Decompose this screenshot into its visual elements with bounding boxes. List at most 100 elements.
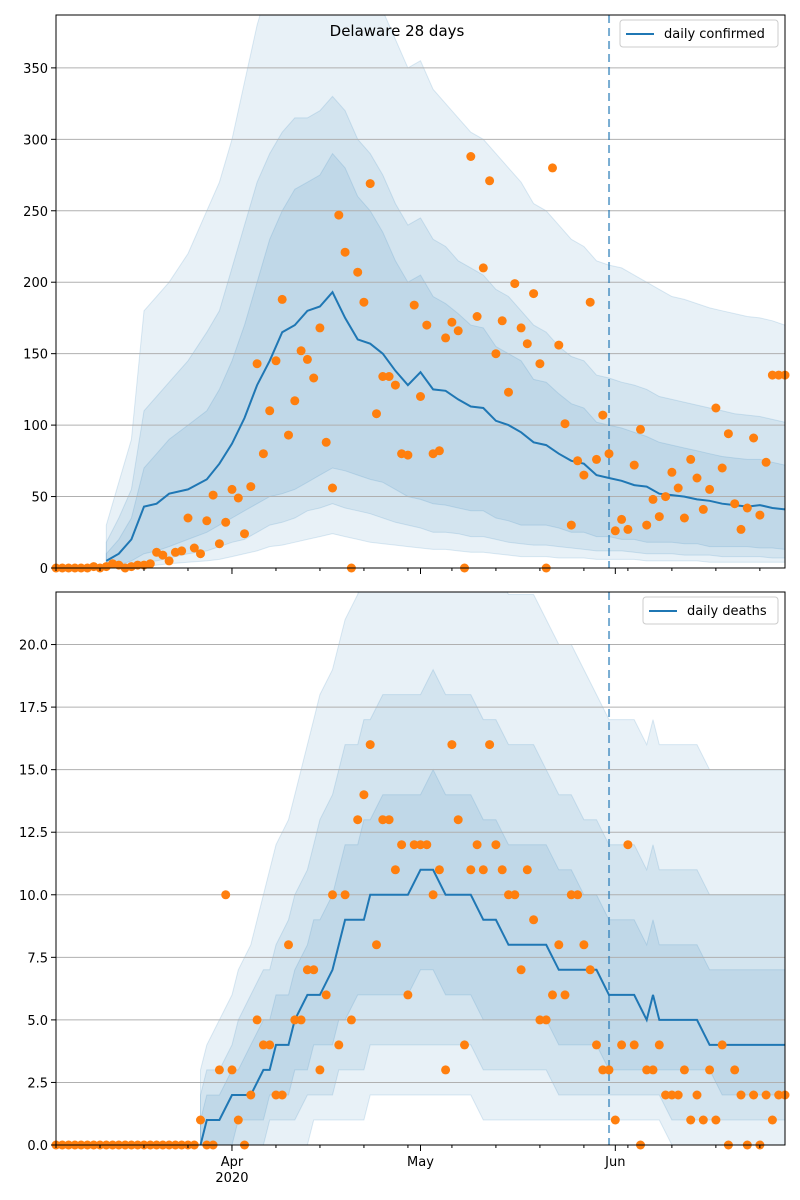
observed-point bbox=[698, 504, 708, 514]
observed-point bbox=[491, 840, 501, 850]
observed-point bbox=[390, 380, 400, 390]
observed-point bbox=[208, 490, 218, 500]
confirmed-legend: daily confirmed bbox=[619, 19, 779, 48]
observed-point bbox=[196, 549, 205, 559]
observed-point bbox=[277, 294, 287, 304]
observed-point bbox=[277, 1090, 287, 1100]
y-tick-label: 2.5 bbox=[27, 1076, 48, 1091]
observed-point bbox=[221, 517, 231, 527]
x-tick-label: Jun bbox=[604, 1155, 625, 1170]
observed-point bbox=[227, 1065, 237, 1075]
observed-point bbox=[353, 815, 363, 825]
chart-title: Delaware 28 days bbox=[330, 22, 465, 40]
observed-point bbox=[749, 433, 759, 443]
observed-point bbox=[730, 1065, 740, 1075]
y-tick-label: 300 bbox=[23, 133, 48, 148]
observed-point bbox=[516, 323, 526, 333]
observed-point bbox=[679, 513, 689, 523]
observed-point bbox=[416, 840, 425, 850]
observed-point bbox=[133, 560, 143, 570]
confirmed-uncertainty-bands bbox=[105, 15, 785, 568]
observed-point bbox=[585, 297, 595, 307]
x-tick-label: May bbox=[407, 1155, 434, 1170]
observed-point bbox=[491, 349, 501, 359]
observed-point bbox=[579, 470, 589, 480]
observed-point bbox=[554, 940, 564, 950]
observed-point bbox=[516, 965, 526, 975]
observed-point bbox=[328, 890, 337, 900]
observed-point bbox=[416, 392, 425, 401]
observed-point bbox=[309, 965, 319, 975]
observed-point bbox=[334, 1040, 344, 1050]
deaths-legend: daily deaths bbox=[642, 596, 779, 625]
observed-point bbox=[434, 865, 444, 875]
observed-point bbox=[378, 815, 388, 825]
observed-point bbox=[227, 484, 237, 494]
observed-point bbox=[196, 1115, 205, 1125]
observed-point bbox=[535, 1015, 545, 1025]
observed-point bbox=[717, 463, 727, 473]
observed-point bbox=[321, 437, 331, 447]
y-tick-label: 12.5 bbox=[19, 826, 48, 841]
observed-point bbox=[265, 406, 275, 416]
observed-point bbox=[711, 403, 721, 413]
observed-point bbox=[573, 890, 583, 900]
y-tick-label: 250 bbox=[23, 205, 48, 220]
observed-point bbox=[504, 890, 513, 900]
observed-point bbox=[623, 840, 633, 850]
observed-point bbox=[654, 1040, 664, 1050]
observed-point bbox=[158, 550, 168, 560]
y-tick-label: 10.0 bbox=[19, 889, 48, 904]
observed-point bbox=[692, 473, 702, 483]
observed-point bbox=[592, 454, 601, 464]
y-tick-label: 0 bbox=[40, 562, 48, 577]
observed-point bbox=[315, 1065, 325, 1075]
observed-point bbox=[252, 1015, 262, 1025]
observed-point bbox=[346, 1015, 356, 1025]
x-tick-label: Apr bbox=[221, 1155, 244, 1170]
observed-point bbox=[573, 456, 583, 466]
y-tick-label: 15.0 bbox=[19, 764, 48, 779]
observed-point bbox=[579, 940, 589, 950]
observed-point bbox=[177, 546, 187, 556]
observed-point bbox=[654, 512, 664, 522]
observed-point bbox=[309, 373, 319, 383]
observed-point bbox=[673, 1090, 683, 1100]
observed-point bbox=[617, 1040, 627, 1050]
legend-entry: daily deaths bbox=[687, 604, 767, 619]
observed-point bbox=[378, 372, 388, 381]
observed-point bbox=[284, 430, 293, 440]
observed-point bbox=[271, 356, 281, 366]
observed-point bbox=[441, 1065, 451, 1075]
observed-point bbox=[497, 316, 507, 326]
observed-point bbox=[548, 990, 557, 1000]
legend-entry: daily confirmed bbox=[664, 27, 765, 42]
observed-point bbox=[365, 179, 375, 189]
observed-point bbox=[617, 514, 627, 524]
median-series-line bbox=[199, 868, 785, 1145]
deaths-chart: 0.0 2.5 5.0 7.5 10.0 12.5 15.0 17.5 20.0 Apr2020… bbox=[19, 591, 790, 1186]
observed-point bbox=[258, 1040, 268, 1050]
observed-point bbox=[774, 370, 784, 380]
observed-point bbox=[592, 1040, 601, 1050]
observed-point bbox=[221, 890, 231, 900]
observed-point bbox=[284, 940, 293, 950]
observed-point bbox=[560, 419, 570, 429]
x-tick-year-label: 2020 bbox=[215, 1171, 248, 1186]
observed-point bbox=[359, 790, 369, 800]
deaths-observed-points bbox=[51, 740, 790, 1150]
observed-point bbox=[541, 1015, 551, 1025]
observed-point bbox=[761, 457, 771, 467]
observed-point bbox=[648, 1065, 658, 1075]
observed-point bbox=[321, 990, 331, 1000]
observed-point bbox=[767, 370, 777, 380]
uncertainty-band bbox=[200, 668, 785, 1145]
observed-point bbox=[302, 354, 312, 364]
observed-point bbox=[598, 410, 608, 420]
observed-point bbox=[422, 840, 432, 850]
observed-point bbox=[296, 1015, 306, 1025]
observed-point bbox=[529, 289, 539, 299]
observed-point bbox=[246, 482, 256, 492]
confirmed-observed-points bbox=[51, 152, 790, 573]
observed-point bbox=[667, 467, 677, 477]
